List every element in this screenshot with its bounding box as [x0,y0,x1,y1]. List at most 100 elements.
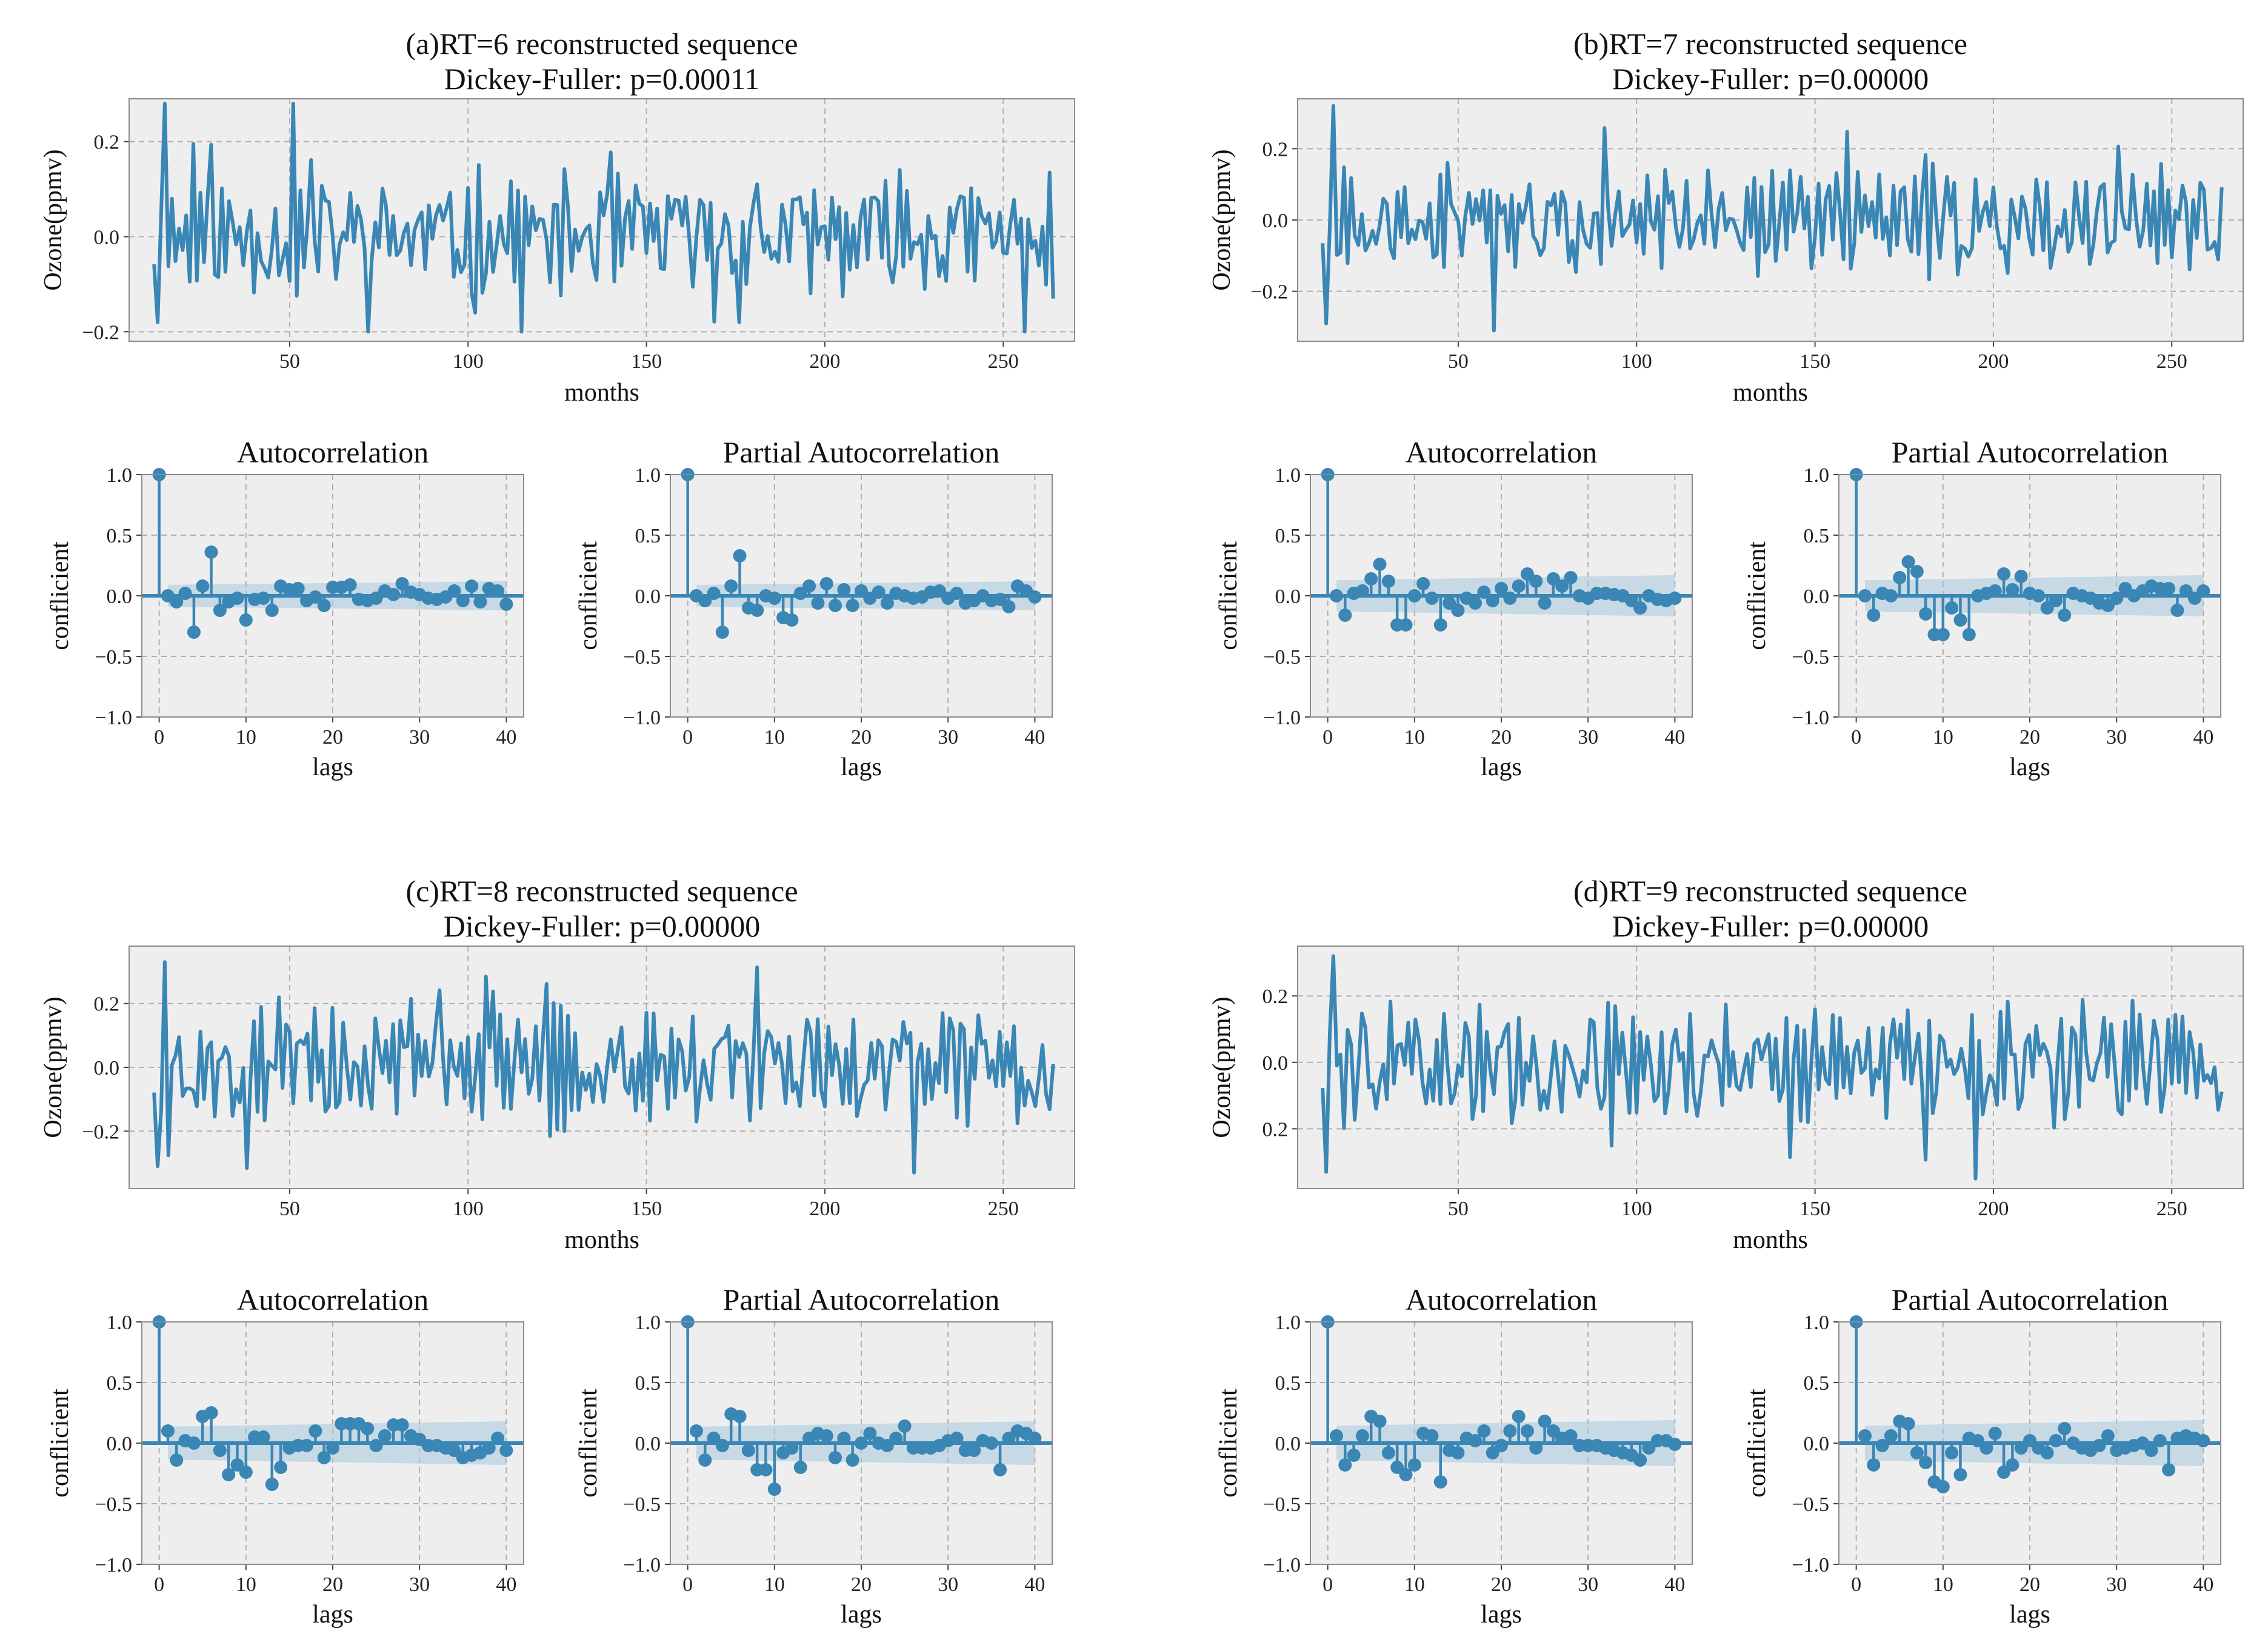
panel-c-acf-marker [361,1422,375,1435]
panel-d-pacf-marker [1901,1417,1915,1430]
panel-a-pacf-marker [785,613,799,627]
panel-a-series-xlabel: months [564,379,639,407]
panel-a-series-ylabel: Ozone(ppmv) [39,149,67,290]
panel-c-acf-marker [326,1441,339,1455]
panel-b-series-xtick-label: 100 [1621,350,1652,373]
panel-a-acf-xlabel: lags [312,753,353,781]
panel-c-pacf-marker [741,1444,755,1457]
panel-d-pacf-marker [2092,1439,2106,1452]
panel-c-acf-ytick-label: 0.0 [107,1433,133,1455]
panel-a-pacf-marker [1028,590,1042,604]
panel-c-series-xlabel: months [564,1226,639,1254]
panel-a-acf-ytick-label: 0.5 [107,525,133,547]
panel-b-pacf-xtick-label: 30 [2106,726,2127,749]
panel-b-acf-frame [1310,474,1693,718]
panel-d-acf-marker [1520,1424,1534,1438]
panel-c-acf-marker [499,1444,513,1457]
panel-b-acf-marker [1416,577,1430,590]
panel-a-acf-marker [239,613,253,627]
panel-a-series-xtick-label: 250 [988,350,1019,373]
panel-d-pacf-marker [1875,1439,1889,1452]
panel-d-pacf-ytick-label: 0.0 [1804,1433,1830,1455]
panel-c-pacf-marker [715,1439,729,1452]
panel-a-series-xtick-label: 200 [809,350,840,373]
panel-d-series-ytick-label: 0.2 [1262,1118,1289,1141]
panel-c-series-xtick-label: 150 [631,1198,662,1220]
panel-c-pacf-marker [698,1453,712,1467]
panel-c-acf-marker [317,1451,331,1464]
panel-a-pacf-ytick-label: −1.0 [623,707,661,729]
panel-c-pacf-xtick-label: 10 [764,1573,785,1596]
panel-c-pacf-xtick-label: 20 [851,1573,872,1596]
panel-a-pacf-marker [872,585,886,599]
panel-b-acf-marker [1399,618,1413,632]
panel-c-pacf-marker [819,1429,833,1443]
panel-d-series-subtitle: Dickey-Fuller: p=0.00000 [1612,909,1929,943]
panel-a-acf-ytick-label: −0.5 [95,646,132,669]
panel-b-pacf-marker [1910,565,1924,578]
panel-b-pacf-marker [1884,589,1898,602]
panel-b-acf-marker [1381,575,1395,588]
panel-d-pacf-marker [1979,1441,1993,1455]
panel-d-pacf-xlabel: lags [2009,1601,2050,1629]
panel-c-acf-marker [239,1466,253,1479]
panel-b-series-line [1321,104,2224,333]
panel-d-acf-ytick-label: 0.0 [1275,1433,1301,1455]
panel-d-series: (d)RT=9 reconstructed sequenceDickey-Ful… [1208,874,2244,1254]
panel-b-acf-ytick-label: 1.0 [1275,464,1301,487]
panel-d-pacf-xtick-label: 20 [2020,1573,2040,1596]
panel-d-series-line [1321,954,2224,1181]
panel-c-pacf-marker [759,1463,773,1476]
panel-b-acf-marker [1364,572,1378,585]
panel-c-series-line [152,960,1055,1175]
panel-d-acf-marker [1399,1468,1413,1481]
panel-a-acf-marker [309,590,322,604]
panel-d-series-frame [1297,946,2244,1189]
panel-a-pacf-marker [724,579,738,593]
panel-a-series-xtick-label: 100 [453,350,484,373]
panel-c-pacf-ytick-label: −1.0 [623,1554,661,1576]
panel-d-pacf-marker [1910,1446,1924,1459]
panel-c-series-title: (c)RT=8 reconstructed sequence [405,874,798,908]
panel-a-pacf-xtick-label: 20 [851,726,872,749]
panel-d-pacf-xtick-label: 10 [1933,1573,1953,1596]
panel-d-pacf-ytick-label: −0.5 [1792,1493,1829,1516]
panel-d-acf-marker [1338,1458,1352,1472]
panel-a-pacf-marker [767,592,781,605]
panel-c-pacf-marker [1028,1432,1042,1445]
panel-d-acf-marker [1451,1446,1465,1459]
panel-a-acf-marker [387,588,401,601]
panel-b-acf-marker [1529,575,1543,588]
panel-a-acf-frame [141,474,524,718]
panel-a-acf: Autocorrelation 0 10 20 30 40 −1.0 −0.5 0.0 0.5 1.… [46,435,524,781]
panel-d-acf-ytick-label: −0.5 [1263,1493,1301,1516]
panel-a-pacf-ytick-label: 1.0 [635,464,661,487]
panel-a-pacf-ylabel: conflicient [575,541,602,650]
panel-a-pacf-ytick-label: 0.0 [635,585,661,608]
panel-b-acf-marker [1425,592,1439,605]
panel-d-pacf-ytick-label: 1.0 [1804,1312,1830,1334]
panel-b-acf-marker [1469,596,1483,610]
panel-a-acf-marker [170,595,184,609]
panel-d-acf-xlabel: lags [1481,1601,1522,1629]
panel-c-pacf-xtick-label: 0 [682,1573,693,1596]
panel-a-pacf-frame [670,474,1053,718]
panel-c-acf-marker [274,1461,288,1474]
panel-b-series-xtick-label: 50 [1448,350,1469,373]
panel-d-series-xtick-label: 200 [1978,1198,2009,1220]
panel-d-acf-marker [1477,1424,1491,1438]
panel-a-series-ytick-label: −0.2 [82,321,119,344]
panel-a-acf-marker [456,594,470,607]
panel-c-series-frame [128,946,1075,1189]
panel-b-pacf-marker [2006,583,2020,596]
panel-b-acf-ytick-label: −1.0 [1263,707,1301,729]
panel-d-acf-marker [1355,1429,1369,1443]
panel-c-acf-marker [161,1424,175,1438]
panel-a-pacf-xlabel: lags [841,753,882,781]
panel-b-acf-marker [1668,592,1682,605]
panel-a-pacf-marker [1002,600,1016,613]
panel-c-pacf-frame [670,1321,1053,1565]
panel-d-acf: Autocorrelation 0 10 20 30 40 −1.0 −0.5 0.0 0.5 1.… [1215,1282,1693,1629]
panel-a-acf-marker [256,592,270,605]
panel-d-acf-xtick-label: 20 [1491,1573,1512,1596]
